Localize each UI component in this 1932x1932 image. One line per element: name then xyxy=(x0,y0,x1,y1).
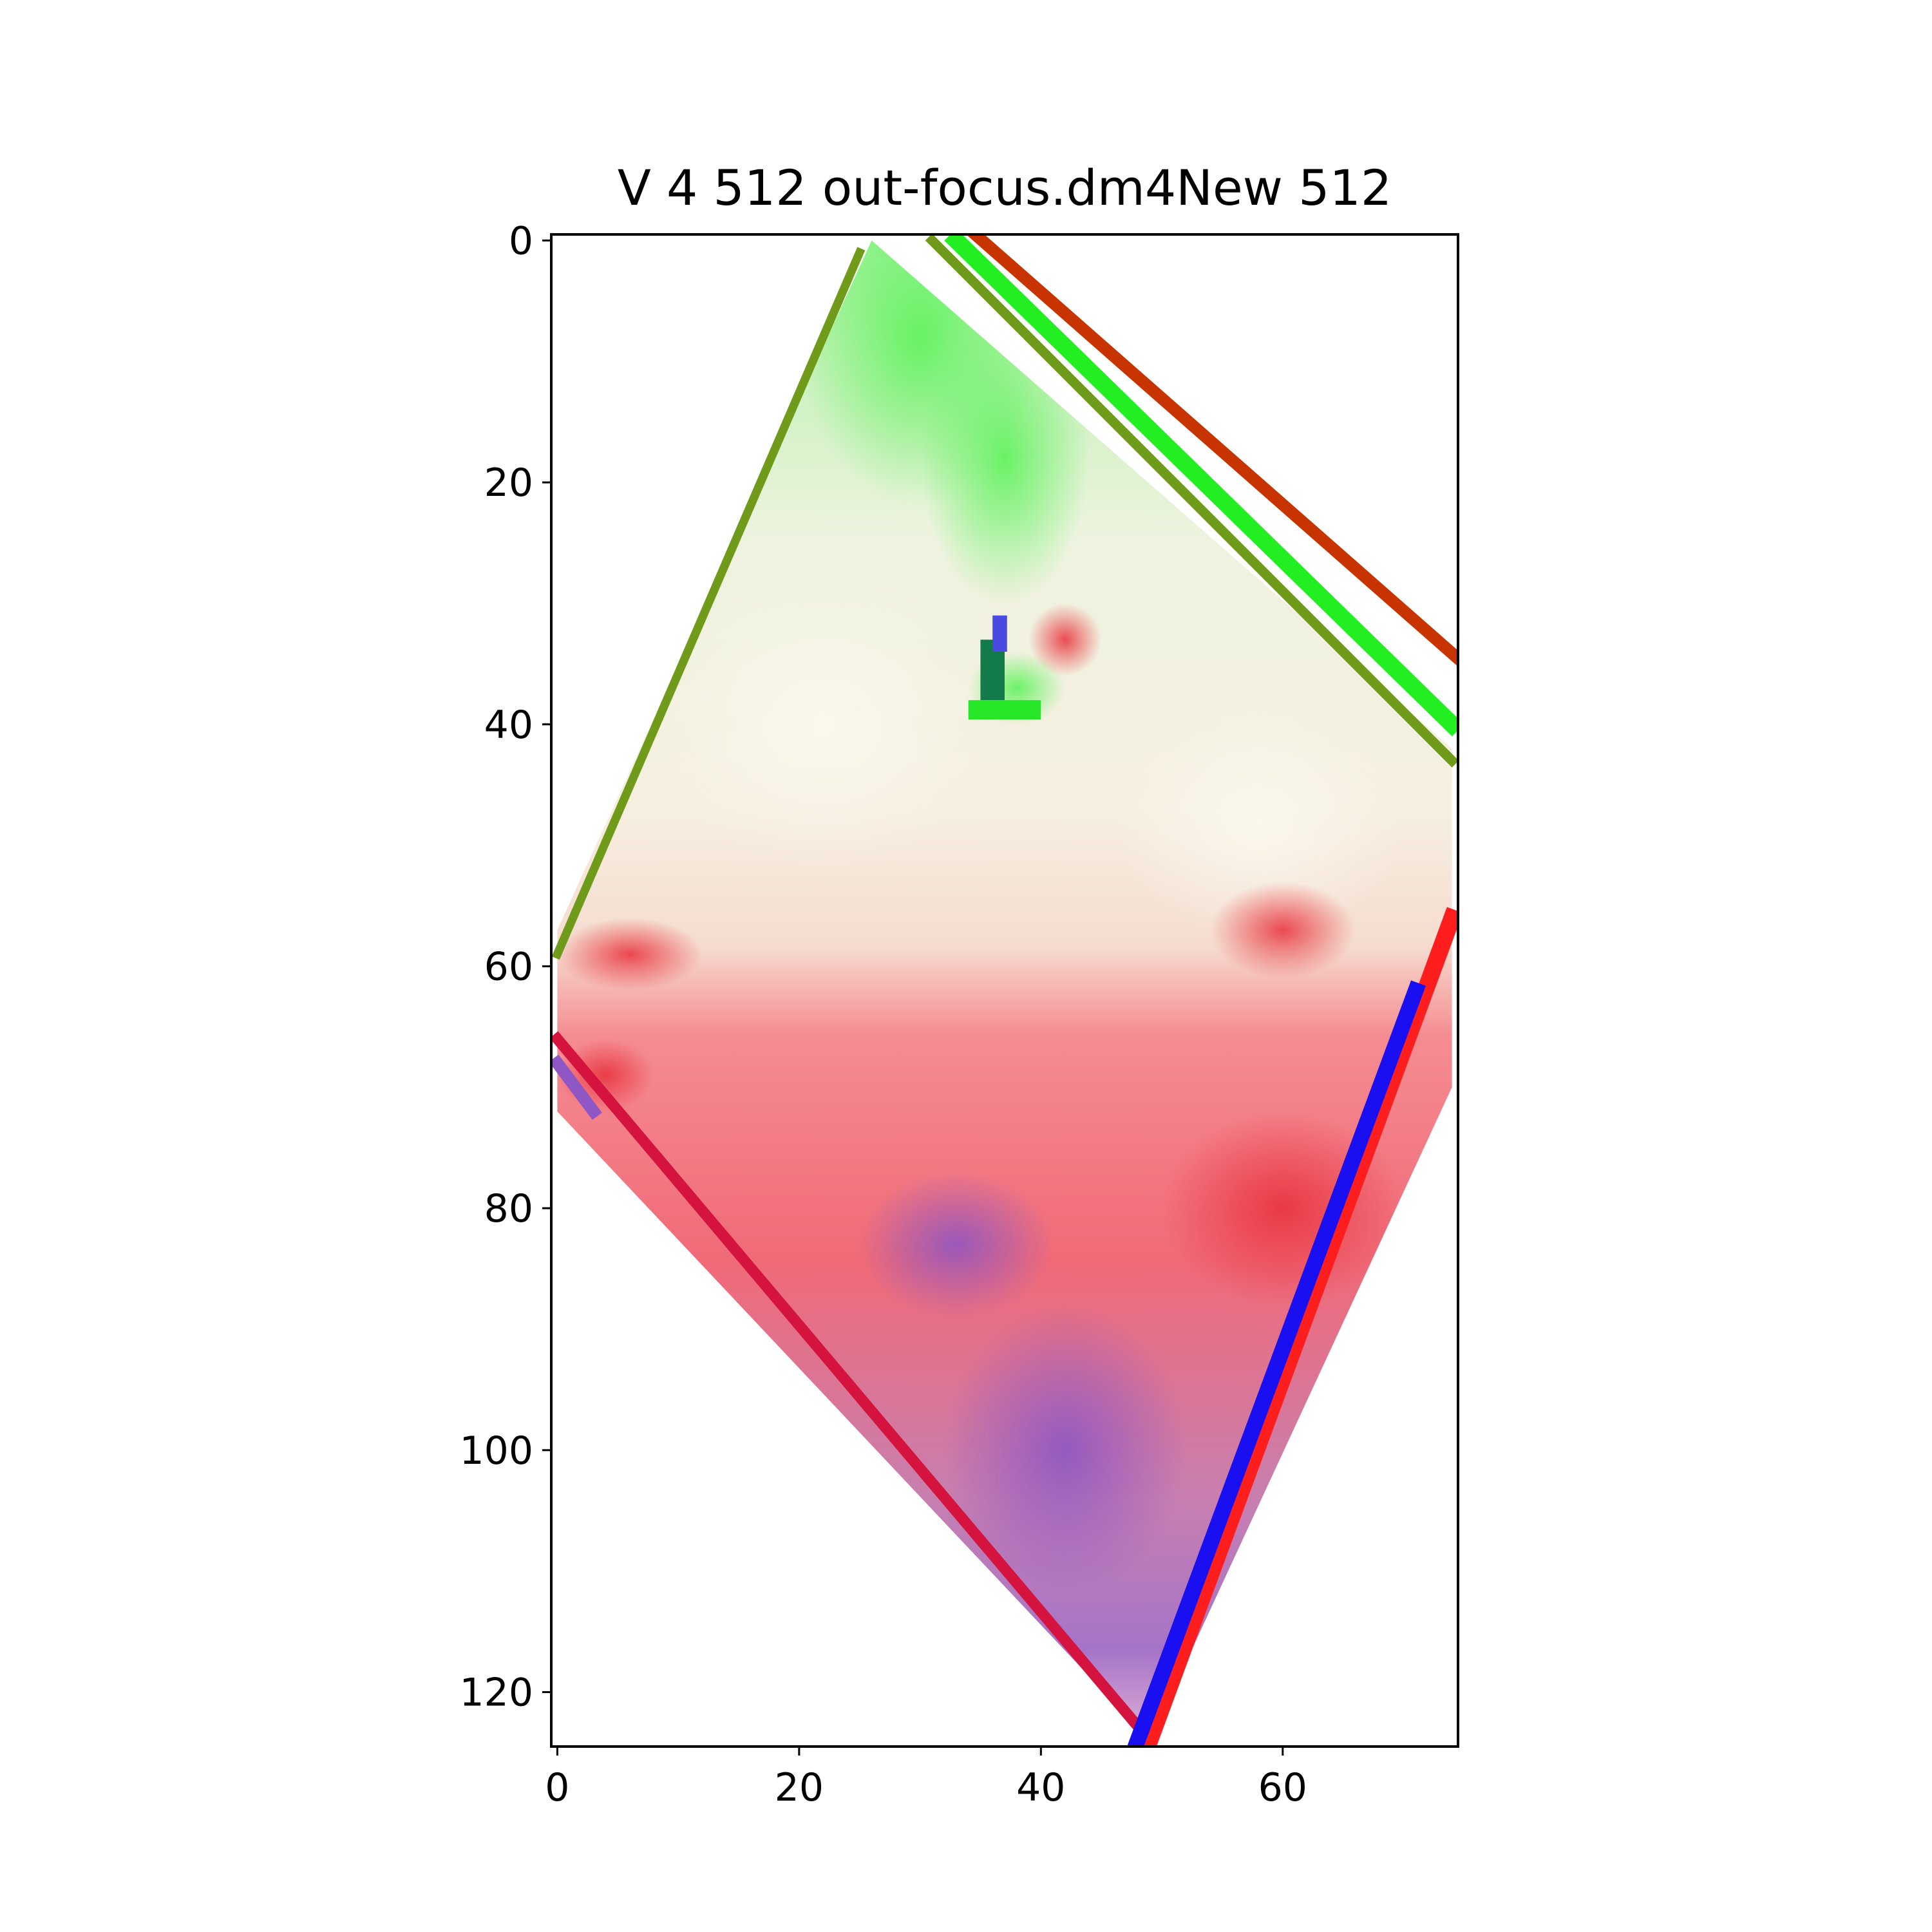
axes-frame xyxy=(550,233,1459,1748)
edge-bottom-left xyxy=(551,1031,1158,1747)
edge-green-stripe xyxy=(944,234,1458,737)
image-plot xyxy=(551,234,1458,1747)
y-tick-label: 60 xyxy=(484,944,533,989)
x-tick-label: 0 xyxy=(545,1765,569,1810)
edge-outer-red xyxy=(966,234,1458,667)
edge-red-stripe xyxy=(1139,907,1458,1747)
y-tick-label: 120 xyxy=(459,1670,533,1715)
x-axis: 0 20 40 60 xyxy=(545,1747,1307,1810)
y-axis: 0 20 40 60 80 100 120 xyxy=(459,218,551,1715)
x-tick-label: 60 xyxy=(1258,1765,1307,1810)
edge-blue-stripe xyxy=(1127,980,1426,1747)
edge-green-inner xyxy=(925,234,1458,768)
x-tick-label: 20 xyxy=(775,1765,824,1810)
chart-title: V 4 512 out-focus.dm4New 512 xyxy=(618,159,1392,216)
y-tick-label: 80 xyxy=(484,1186,533,1231)
y-tick-label: 0 xyxy=(509,218,533,263)
edge-corner-purple xyxy=(551,1054,602,1120)
y-tick-label: 20 xyxy=(484,460,533,506)
x-tick-label: 40 xyxy=(1016,1765,1065,1810)
y-tick-label: 100 xyxy=(459,1428,533,1473)
y-tick-label: 40 xyxy=(484,703,533,748)
edge-left-green xyxy=(551,247,866,960)
